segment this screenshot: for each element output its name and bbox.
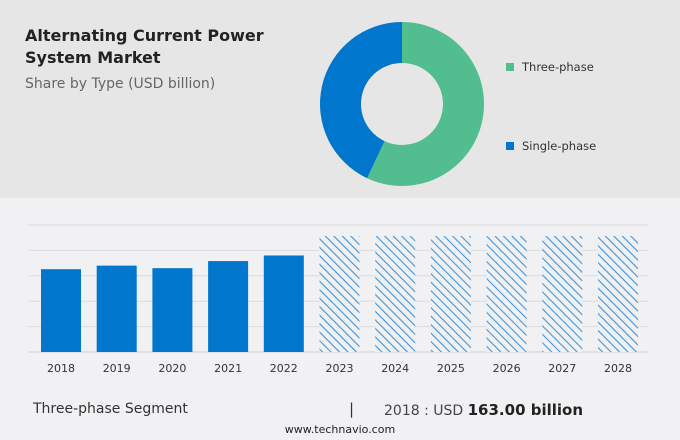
bar-forecast-2027 [542, 236, 583, 352]
donut-slice-single-phase [320, 22, 402, 179]
x-tick-label: 2028 [604, 362, 632, 375]
x-tick-label: 2026 [493, 362, 521, 375]
bar-forecast-2026 [486, 236, 527, 352]
legend-label: Single-phase [522, 139, 597, 153]
chart-subtitle: Share by Type (USD billion) [25, 76, 216, 92]
bar-2019 [96, 265, 137, 352]
chart-title: Alternating Current Power System Market [25, 26, 264, 67]
footer-value: 2018 : USD 163.00 billion [384, 401, 583, 419]
footer-separator: | [349, 400, 355, 418]
legend-swatch-three-phase [506, 63, 514, 71]
x-tick-label: 2018 [47, 362, 75, 375]
legend-swatch-single-phase [506, 142, 514, 150]
x-tick-label: 2019 [103, 362, 131, 375]
bar-forecast-2028 [598, 236, 638, 352]
donut-chart [320, 21, 484, 186]
x-tick-label: 2020 [158, 362, 186, 375]
website-link[interactable]: www.technavio.com [284, 423, 396, 436]
x-tick-label: 2022 [270, 362, 298, 375]
x-tick-label: 2023 [326, 362, 354, 375]
bar-forecast-2023 [319, 236, 360, 352]
legend-label: Three-phase [522, 60, 594, 74]
x-tick-label: 2027 [548, 362, 576, 375]
bar-forecast-2024 [375, 236, 416, 352]
donut-slice-three-phase [367, 21, 484, 186]
legend-item-single-phase: Single-phase [506, 139, 596, 153]
bar-chart: 2018 2019 2020 2021 2022 2023 2024 2025 2026 2027… [28, 224, 648, 375]
bar-2018 [41, 269, 81, 352]
footer-value-prefix: 2018 : USD [384, 403, 464, 419]
x-tick-label: 2024 [381, 362, 409, 375]
footer-value-amount: 163.00 billion [467, 401, 584, 419]
bar-2022 [263, 255, 304, 352]
bar-2021 [208, 261, 249, 352]
legend-item-three-phase: Three-phase [506, 60, 594, 74]
x-tick-label: 2021 [214, 362, 242, 375]
x-tick-label: 2025 [437, 362, 465, 375]
bar-forecast-2025 [430, 236, 471, 352]
footer-segment: Three-phase Segment [33, 401, 188, 417]
bar-2020 [152, 268, 193, 352]
